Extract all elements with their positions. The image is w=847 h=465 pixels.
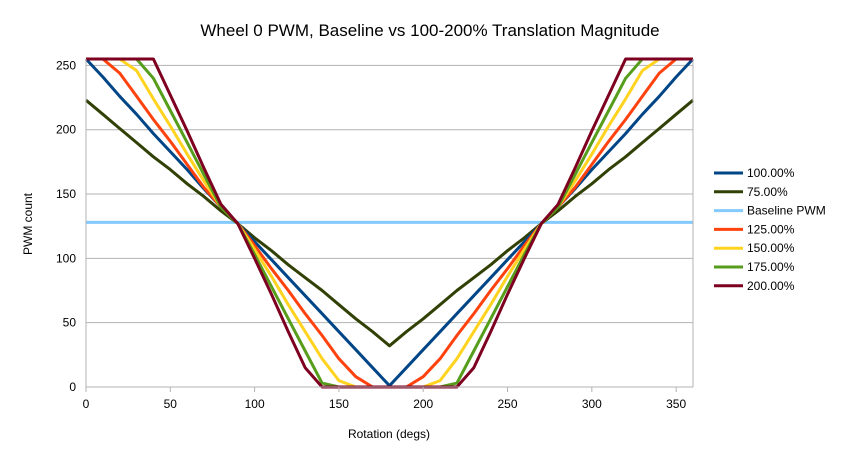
gridlines xyxy=(86,64,693,388)
legend-label: 175.00% xyxy=(747,260,795,274)
series-lines xyxy=(84,57,695,389)
legend-label: 125.00% xyxy=(747,222,795,236)
legend-label: Baseline PWM xyxy=(747,204,826,218)
x-tick-label: 100 xyxy=(245,397,265,411)
x-tick-label: 250 xyxy=(498,397,518,411)
y-tick-label: 250 xyxy=(56,58,76,72)
y-tick-label: 150 xyxy=(56,187,76,201)
series-line-1 xyxy=(85,99,694,348)
x-axis-title: Rotation (degs) xyxy=(348,427,430,441)
legend: 100.00% 75.00% Baseline PWM 125.00% 150.00% 1… xyxy=(714,166,826,293)
legend-label: 200.00% xyxy=(747,279,795,293)
legend-label: 150.00% xyxy=(747,241,795,255)
x-tick-label: 200 xyxy=(413,397,433,411)
y-axis-title: PWM count xyxy=(21,192,35,255)
x-tick-label: 50 xyxy=(164,397,178,411)
x-tick-label: 350 xyxy=(666,397,686,411)
chart-title: Wheel 0 PWM, Baseline vs 100-200% Transl… xyxy=(200,21,659,40)
y-tick-label: 100 xyxy=(56,251,76,265)
axes: 0 50 100 150 200 250 0 50 100 150 200 250 300 350 xyxy=(56,58,694,411)
y-tick-label: 0 xyxy=(69,380,76,394)
x-tick-label: 0 xyxy=(83,397,90,411)
y-tick-label: 50 xyxy=(63,316,77,330)
x-tick-label: 300 xyxy=(582,397,602,411)
y-tick-label: 200 xyxy=(56,123,76,137)
legend-label: 75.00% xyxy=(747,185,788,199)
legend-label: 100.00% xyxy=(747,166,795,180)
x-tick-label: 150 xyxy=(329,397,349,411)
